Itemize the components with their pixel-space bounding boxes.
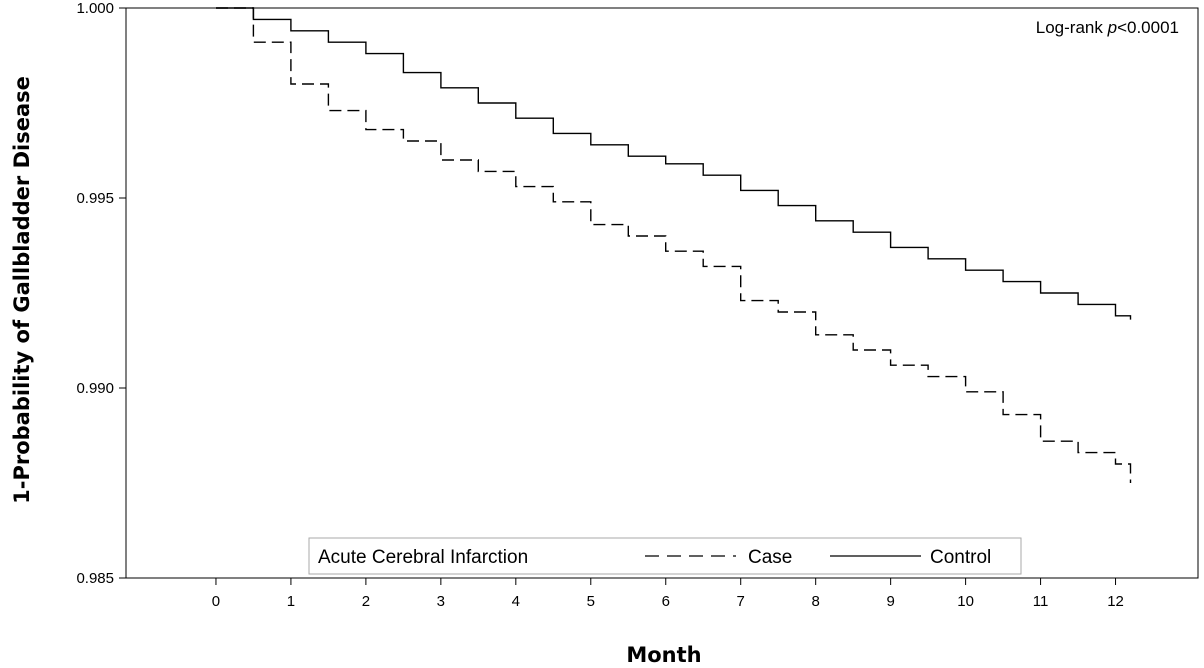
x-tick-label: 7	[737, 593, 745, 610]
plot-frame	[125, 7, 1199, 579]
x-tick-label: 11	[1033, 593, 1049, 610]
x-tick-label: 4	[512, 593, 520, 610]
x-tick-label: 5	[587, 593, 595, 610]
series-line-case	[216, 7, 1132, 483]
series-line-control	[216, 7, 1132, 320]
series-layer	[216, 7, 1132, 483]
x-tick-label: 0	[212, 593, 220, 610]
legend-label-case: Case	[748, 547, 792, 568]
x-tick-label: 6	[662, 593, 670, 610]
x-tick-label: 10	[957, 593, 974, 610]
x-tick-label: 1	[287, 593, 295, 610]
y-tick-label: 1.000	[76, 0, 114, 17]
y-tick-label: 0.995	[76, 190, 114, 207]
y-tick-label: 0.985	[76, 570, 114, 587]
x-axis: 0 1 2 3 4 5 6 7 8 9 10 11 12	[212, 578, 1124, 610]
y-tick-label: 0.990	[76, 380, 114, 397]
legend: Acute Cerebral Infarction Case Control	[308, 537, 1022, 575]
legend-title: Acute Cerebral Infarction	[318, 547, 528, 568]
x-axis-title: Month	[626, 643, 701, 667]
x-tick-label: 9	[886, 593, 894, 610]
x-tick-label: 12	[1107, 593, 1124, 610]
log-rank-value: <0.0001	[1117, 18, 1179, 37]
x-tick-label: 3	[437, 593, 445, 610]
x-tick-label: 2	[362, 593, 370, 610]
y-axis-title: 1-Probability of Gallbladder Disease	[10, 76, 34, 504]
y-axis: 0.985 0.990 0.995 1.000	[76, 0, 126, 587]
legend-label-control: Control	[930, 547, 991, 568]
log-rank-p-symbol: p	[1107, 18, 1117, 37]
x-tick-label: 8	[812, 593, 820, 610]
log-rank-prefix: Log-rank	[1036, 18, 1108, 37]
log-rank-annotation: Log-rank p<0.0001	[1036, 18, 1179, 37]
